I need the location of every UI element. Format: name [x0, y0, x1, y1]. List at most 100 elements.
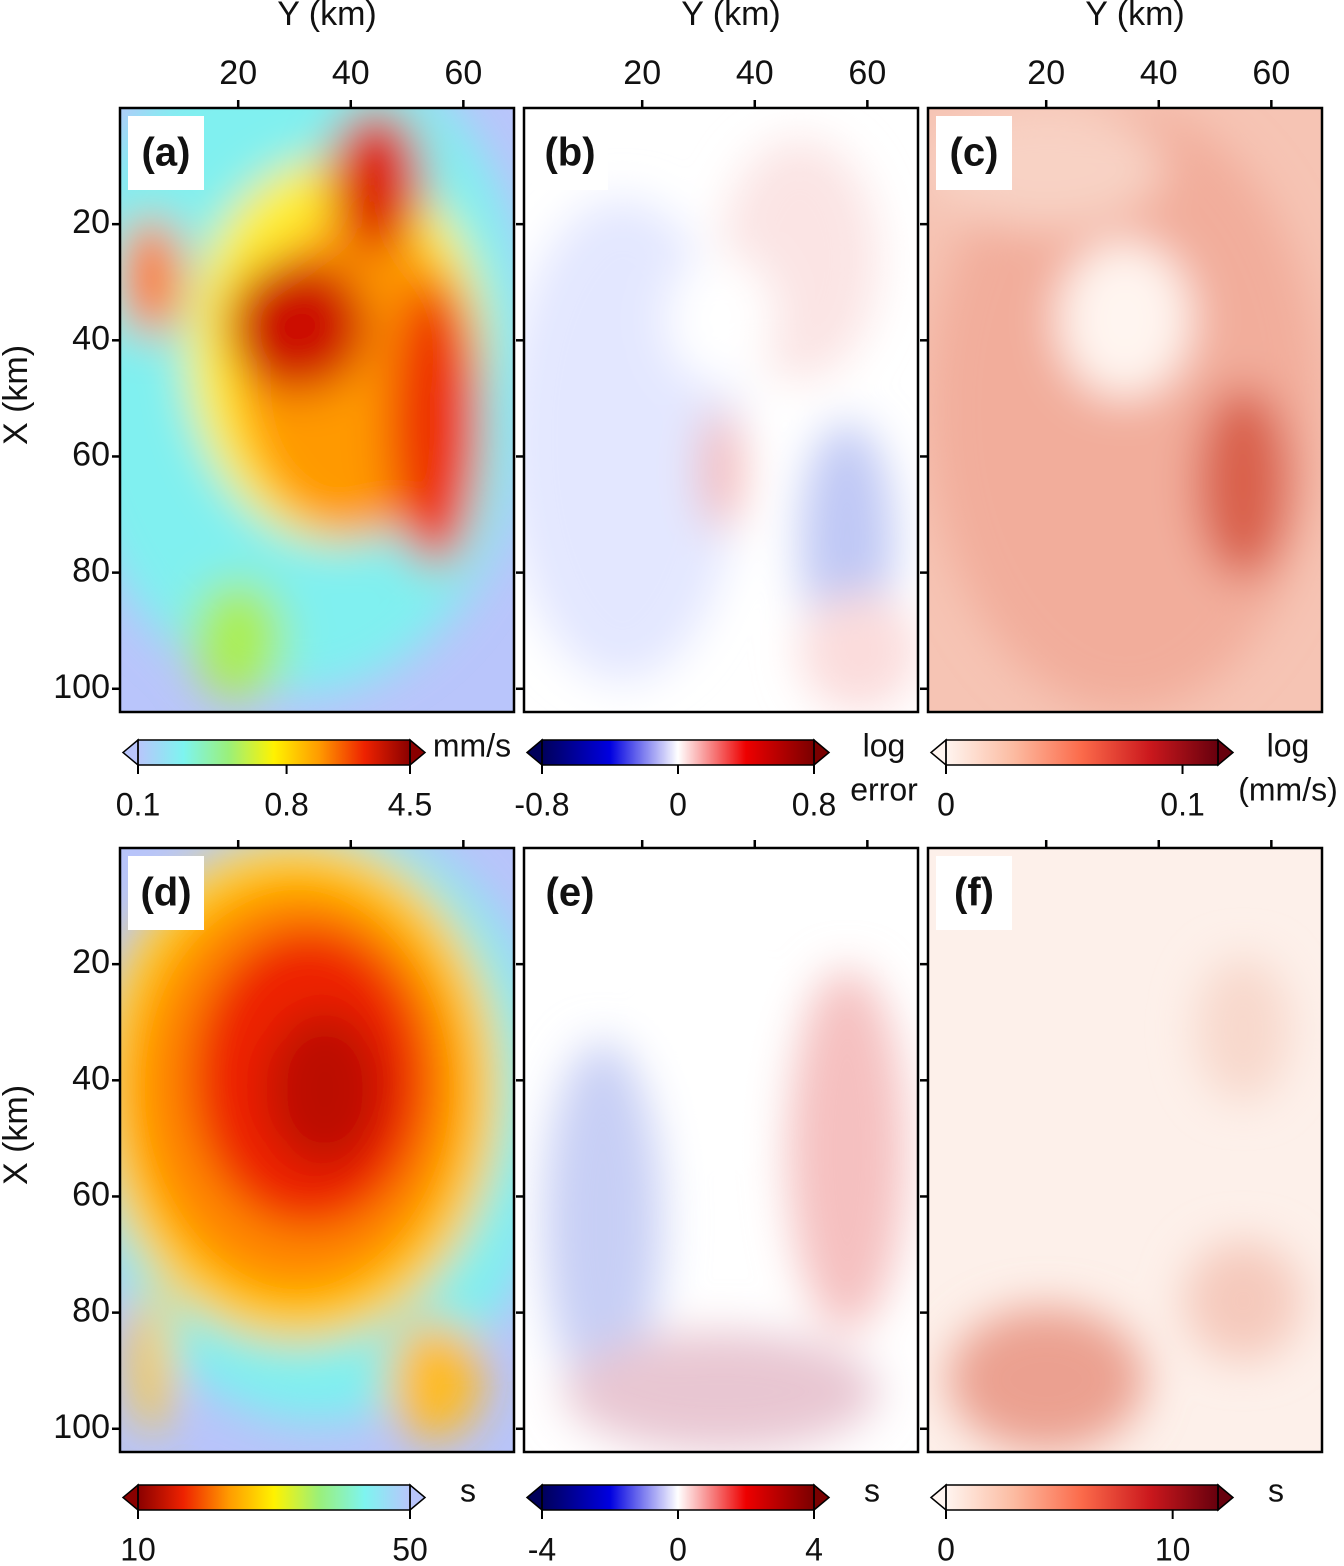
colorbar-frame: [945, 739, 1219, 766]
x-tick-label: 40: [1140, 54, 1178, 92]
colorbar-tick-label: 0.8: [264, 786, 308, 822]
heatmap-field: [120, 108, 514, 700]
x-axis-label: Y (km): [1085, 0, 1184, 33]
y-tick-label: 60: [72, 1175, 110, 1213]
y-tick-label: 20: [72, 203, 110, 241]
colorbar: [138, 740, 410, 765]
colorbar-extend: [525, 738, 543, 767]
colorbar-extend: [121, 1483, 139, 1512]
colorbar: [946, 1485, 1218, 1510]
panel-label-box: [128, 116, 204, 190]
field-blob: [787, 968, 907, 1332]
panel: 20 40 60 20 40 60 80 100 Y (km) X (km) (a) 0.1 0.8 4.…: [0, 0, 516, 822]
panel-frame: [926, 106, 1324, 714]
colorbar-label: log: [1267, 727, 1310, 763]
heatmap-field: [947, 956, 1303, 1452]
panel-frame: [118, 846, 516, 1454]
colorbar-extend: [1217, 738, 1235, 767]
colorbar: [542, 740, 814, 765]
y-tick-label: 100: [53, 668, 110, 706]
field-blob: [387, 277, 483, 568]
x-tick-label: 20: [219, 54, 257, 92]
colorbar-extend: [409, 1483, 427, 1512]
colorbar-tick-label: 10: [120, 1531, 156, 1566]
field-blob: [1184, 1240, 1303, 1362]
field-blob: [131, 1288, 172, 1434]
x-axis-label: Y (km): [681, 0, 780, 33]
y-tick-label: 60: [72, 435, 110, 473]
colorbar-frame: [137, 739, 411, 766]
heatmap-image: [928, 848, 1322, 1452]
field-blob: [328, 108, 424, 253]
panel: 20 40 60 Y (km) (c) 0 0.1 log (mm/s): [920, 0, 1338, 822]
panel-label: (d): [140, 871, 191, 915]
field-blob: [265, 1011, 384, 1169]
colorbar-tick-label: 0: [669, 1531, 687, 1566]
y-axis-label: X (km): [0, 1085, 35, 1185]
field-blob: [1195, 385, 1291, 580]
panel: 20 40 60 80 100 X (km) (d) 10 50 s: [0, 840, 516, 1566]
colorbar-label: error: [850, 771, 918, 807]
colorbar-tick-label: 10: [1155, 1531, 1191, 1566]
panel-label-box: [128, 856, 204, 930]
colorbar-tick-label: 50: [392, 1531, 428, 1566]
colorbar: [138, 1485, 410, 1510]
field-blob: [120, 216, 184, 338]
colorbar-extend: [1217, 1483, 1235, 1512]
colorbar-tick-label: 0: [937, 1531, 955, 1566]
panel-frame: [926, 846, 1324, 1454]
colorbar-extend: [929, 738, 947, 767]
colorbar-label: (mm/s): [1238, 771, 1338, 807]
field-blob: [665, 992, 777, 1126]
heatmap-image: [120, 848, 514, 1452]
colorbar-tick-label: 0.1: [116, 786, 160, 822]
field-blob: [226, 259, 369, 392]
panel-label: (f): [954, 871, 994, 915]
colorbar-extend: [121, 738, 139, 767]
field-blob: [701, 410, 741, 531]
x-tick-label: 20: [1027, 54, 1065, 92]
panel: 20 40 60 Y (km) (b) -0.8 0 0.8 log error: [514, 0, 920, 822]
colorbar-tick-label: 0: [937, 786, 955, 822]
heatmap-field: [120, 848, 514, 1440]
field-blob: [387, 1319, 483, 1440]
y-tick-label: 80: [72, 552, 110, 590]
colorbar-label: s: [1268, 1472, 1284, 1508]
y-tick-label: 80: [72, 1292, 110, 1330]
heatmap-image: [928, 108, 1322, 712]
x-tick-label: 60: [848, 54, 886, 92]
field-blob: [1058, 240, 1192, 398]
field-blob: [543, 1041, 662, 1404]
colorbar-label: log: [863, 727, 906, 763]
colorbar-tick-label: -4: [528, 1531, 556, 1566]
colorbar-frame: [945, 1484, 1219, 1511]
panel-frame: [118, 106, 516, 714]
colorbar-tick-label: 4.5: [388, 786, 432, 822]
panel-label: (a): [142, 131, 191, 175]
colorbar: [542, 1485, 814, 1510]
panel-frame: [522, 106, 920, 714]
y-tick-label: 40: [72, 1059, 110, 1097]
colorbar-extend: [813, 738, 831, 767]
panel-label: (b): [544, 131, 595, 175]
x-tick-label: 40: [736, 54, 774, 92]
heatmap-field: [543, 968, 907, 1452]
colorbar-extend: [929, 1483, 947, 1512]
panel-label-box: [532, 116, 608, 190]
y-tick-label: 100: [53, 1408, 110, 1446]
panel-frame: [522, 846, 920, 1454]
x-tick-label: 60: [1252, 54, 1290, 92]
x-tick-label: 60: [444, 54, 482, 92]
field-blob: [947, 1307, 1145, 1452]
heatmap-image: [120, 108, 514, 712]
x-axis-label: Y (km): [277, 0, 376, 33]
heatmap-field: [524, 138, 918, 712]
colorbar-tick-label: 0: [669, 786, 687, 822]
field-blob: [1195, 956, 1291, 1102]
colorbar: [946, 740, 1218, 765]
colorbar-tick-label: 0.8: [792, 786, 836, 822]
panel-label-box: [532, 856, 608, 930]
panel: (f) 0 10 s: [920, 840, 1324, 1566]
panel-label: (c): [950, 131, 999, 175]
